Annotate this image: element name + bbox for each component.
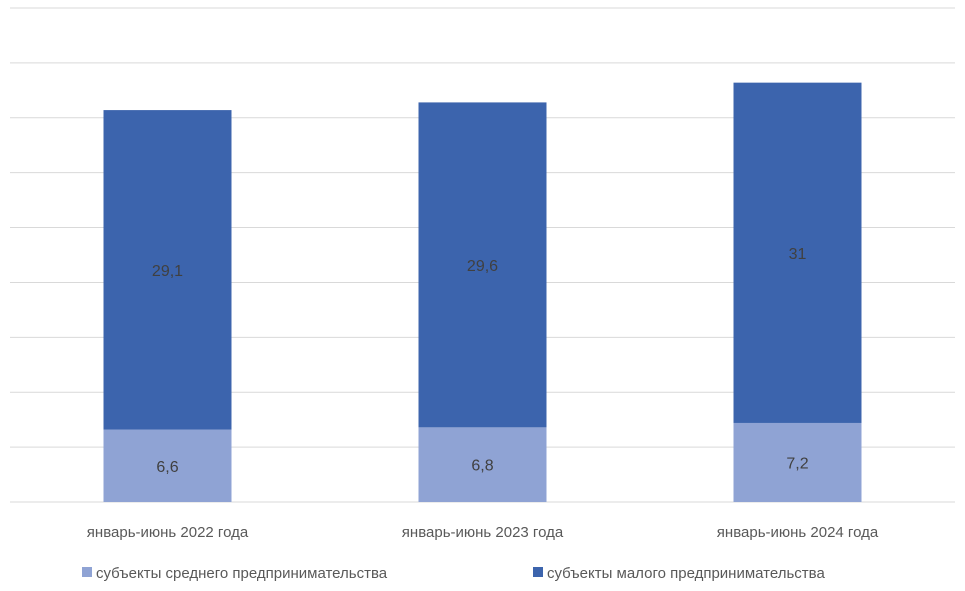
bar-small-1 <box>103 110 232 430</box>
legend: субъекты среднего предпринимательства суб… <box>82 565 825 582</box>
legend-swatch <box>82 567 92 577</box>
legend-label: субъекты малого предпринимательства <box>547 565 825 582</box>
category-label: январь-июнь 2024 года <box>717 524 879 541</box>
bar-medium-1 <box>103 429 232 502</box>
data-label: 6,8 <box>471 458 493 475</box>
data-labels: 6,6 29,1 6,8 29,6 7,2 31 <box>152 246 809 476</box>
category-label: январь-июнь 2022 года <box>87 524 249 541</box>
data-label: 29,6 <box>467 258 498 275</box>
category-label: январь-июнь 2023 года <box>402 524 564 541</box>
bar-small-2 <box>418 102 547 428</box>
bar-medium-3 <box>733 422 862 502</box>
bar-medium-2 <box>418 427 547 502</box>
bar-small-3 <box>733 82 862 423</box>
data-label: 7,2 <box>786 455 808 472</box>
legend-swatch <box>533 567 543 577</box>
bars <box>103 82 862 502</box>
data-label: 29,1 <box>152 263 183 280</box>
legend-label: субъекты среднего предпринимательства <box>96 565 388 582</box>
category-labels: январь-июнь 2022 года январь-июнь 2023 го… <box>87 524 879 541</box>
data-label: 31 <box>789 246 807 263</box>
data-label: 6,6 <box>156 459 178 476</box>
